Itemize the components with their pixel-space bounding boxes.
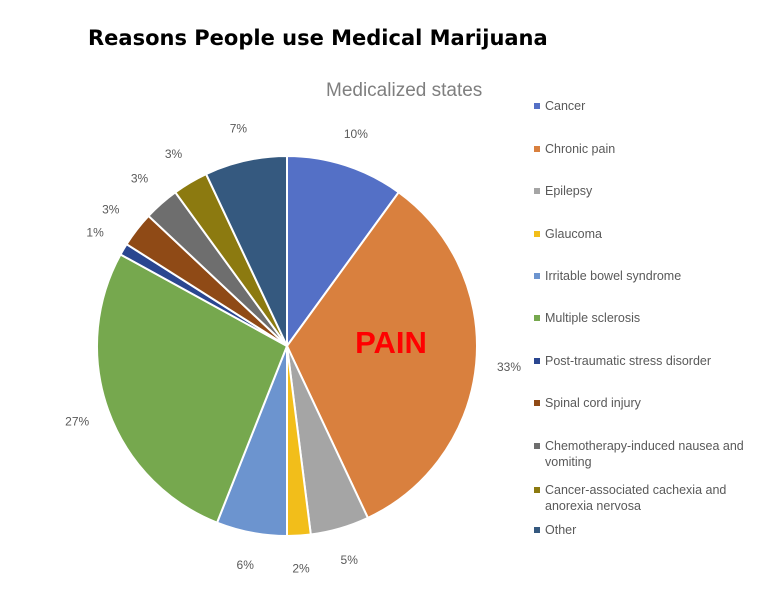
legend-label: Chemotherapy-induced nausea and vomiting	[545, 439, 744, 469]
legend-item: Epilepsy	[534, 183, 760, 199]
legend-label: Spinal cord injury	[545, 396, 641, 410]
legend-item: Chemotherapy-induced nausea and vomiting	[534, 438, 760, 470]
legend-label: Multiple sclerosis	[545, 311, 641, 325]
legend-item: Post-traumatic stress disorder	[534, 353, 760, 369]
legend-label: Post-traumatic stress disorder	[545, 354, 712, 368]
legend-label: Chronic pain	[545, 142, 616, 156]
data-label-chronic-pain: 33%	[497, 360, 521, 374]
legend-label: Other	[545, 523, 577, 537]
legend-item: Chronic pain	[534, 141, 760, 157]
legend-label: Irritable bowel syndrome	[545, 269, 682, 283]
legend-swatch	[534, 527, 540, 533]
legend-swatch	[534, 315, 540, 321]
data-label-epilepsy: 5%	[341, 553, 359, 567]
legend-label: Glaucoma	[545, 227, 602, 241]
data-label-cancer: 10%	[344, 127, 368, 141]
page-title: Reasons People use Medical Marijuana	[88, 26, 548, 50]
pie-slice-cancer	[286, 154, 401, 350]
data-label-other: 7%	[230, 121, 248, 135]
pain-overlay-label: PAIN	[355, 325, 427, 360]
legend-swatch	[534, 443, 540, 449]
legend-item: Irritable bowel syndrome	[534, 268, 760, 284]
data-label-spinal-cord-injury: 3%	[102, 202, 120, 216]
legend-item: Spinal cord injury	[534, 395, 760, 411]
data-label-multiple-sclerosis: 27%	[65, 415, 89, 429]
legend-swatch	[534, 146, 540, 152]
legend-swatch	[534, 231, 540, 237]
legend-label: Epilepsy	[545, 184, 593, 198]
data-label-post-traumatic-stress-disorder: 1%	[86, 226, 104, 240]
legend-swatch	[534, 358, 540, 364]
legend-label: Cancer-associated cachexia and anorexia …	[545, 483, 727, 513]
data-label-glaucoma: 2%	[292, 562, 310, 576]
chart-title: Medicalized states	[326, 80, 483, 101]
data-label-irritable-bowel-syndrome: 6%	[237, 558, 255, 572]
pie-slice-multiple-sclerosis	[96, 253, 289, 524]
data-label-chemotherapy-induced-nausea-and-vomiting: 3%	[131, 172, 149, 186]
pie-slice-other	[204, 154, 288, 347]
data-label-cancer-associated-cachexia-and-anorexia-nervosa: 3%	[165, 147, 183, 161]
legend-item: Other	[534, 522, 760, 538]
legend-swatch	[534, 103, 540, 109]
pie-slice-chronic-pain	[285, 190, 478, 520]
legend-item: Cancer	[534, 98, 760, 114]
legend-swatch	[534, 400, 540, 406]
legend-swatch	[534, 487, 540, 493]
legend-item: Cancer-associated cachexia and anorexia …	[534, 482, 760, 514]
legend-swatch	[534, 188, 540, 194]
legend-item: Glaucoma	[534, 226, 760, 242]
legend-item: Multiple sclerosis	[534, 310, 760, 326]
legend-label: Cancer	[545, 99, 586, 113]
legend-swatch	[534, 273, 540, 279]
